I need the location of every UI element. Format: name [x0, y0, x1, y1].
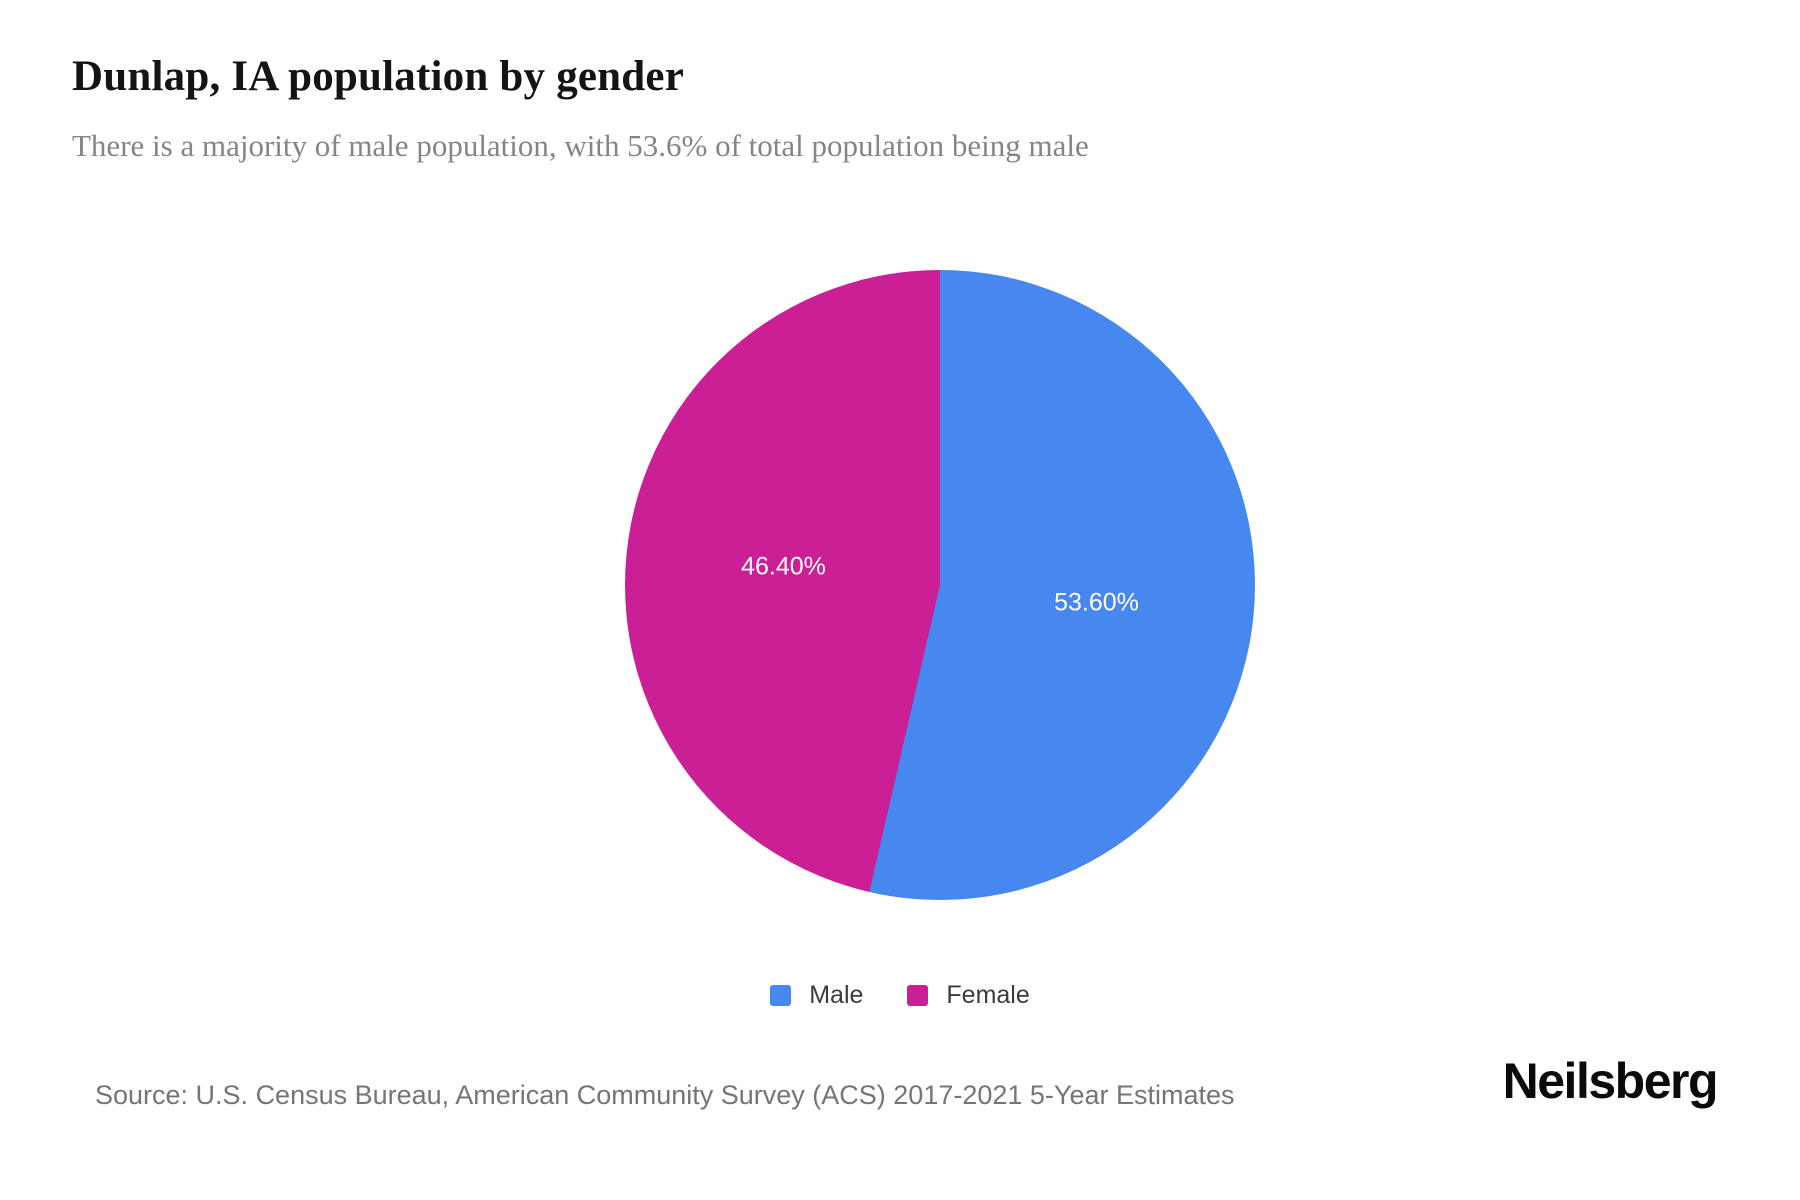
pie-chart-area: 53.60% 46.40% — [625, 270, 1255, 900]
chart-subtitle: There is a majority of male population, … — [72, 128, 1089, 163]
source-attribution: Source: U.S. Census Bureau, American Com… — [95, 1080, 1235, 1110]
pie-chart — [625, 270, 1255, 900]
neilsberg-logo: Neilsberg — [1502, 1053, 1719, 1109]
pie-slice-label-male: 53.60% — [1054, 588, 1139, 617]
male-swatch-icon — [770, 985, 792, 1006]
legend-item-female[interactable]: Female — [907, 981, 1030, 1010]
legend: Male Female — [0, 981, 1800, 1010]
female-swatch-icon — [907, 985, 929, 1006]
legend-label-male: Male — [809, 981, 864, 1009]
pie-slice-label-female: 46.40% — [741, 552, 826, 581]
legend-item-male[interactable]: Male — [770, 981, 863, 1010]
legend-label-female: Female — [946, 981, 1030, 1009]
chart-title: Dunlap, IA population by gender — [72, 53, 684, 100]
